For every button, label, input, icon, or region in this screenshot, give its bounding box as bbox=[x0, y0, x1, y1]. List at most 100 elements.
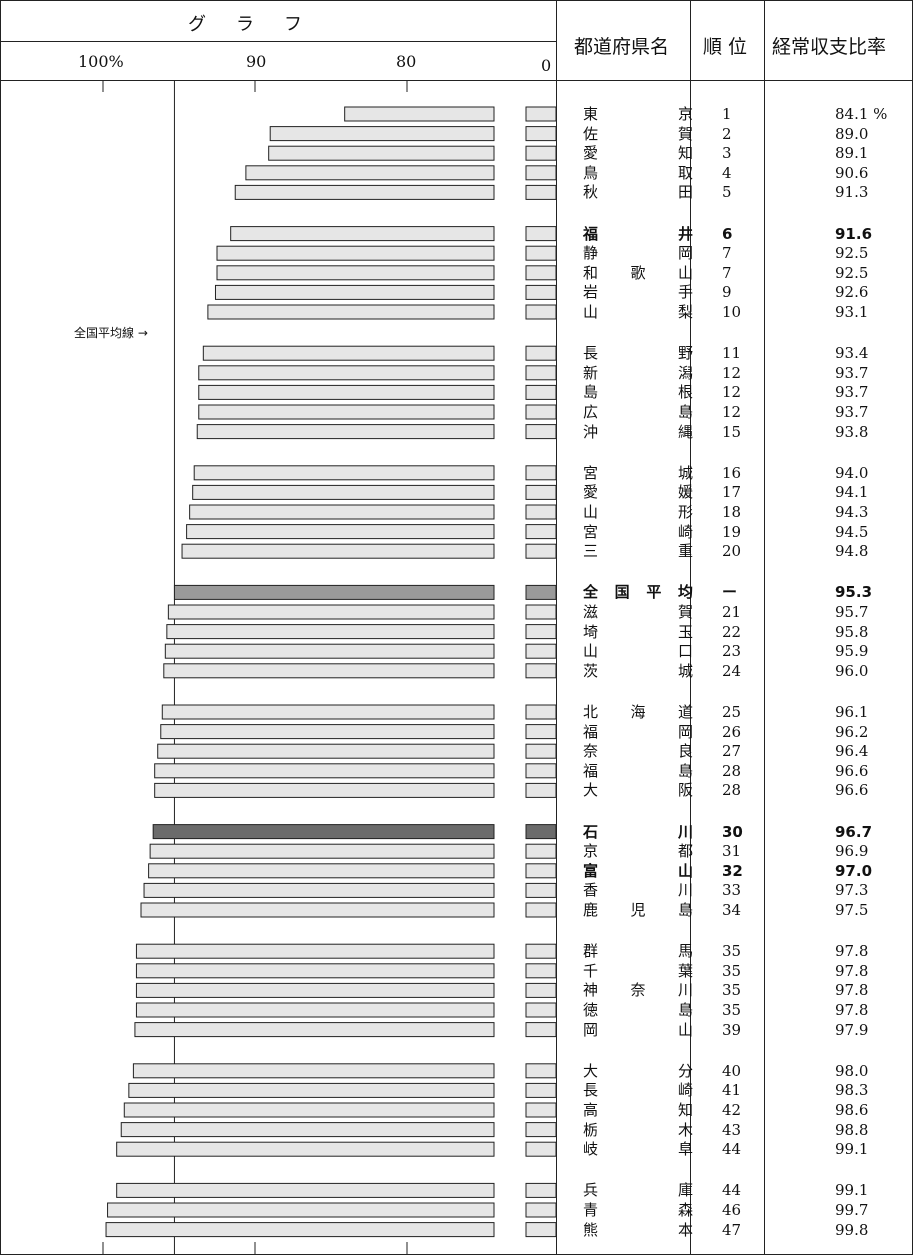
rank-value: 6 bbox=[722, 224, 733, 243]
bar bbox=[163, 663, 495, 679]
bar bbox=[149, 843, 495, 859]
bar-stub bbox=[525, 543, 557, 559]
rank-value: 27 bbox=[722, 742, 742, 761]
ratio-value: 98.8 bbox=[835, 1120, 869, 1139]
tick-label-80: 80 bbox=[396, 52, 417, 71]
rank-value: 21 bbox=[722, 603, 742, 621]
prefecture-name: 富山 bbox=[583, 861, 693, 880]
ratio-value: 89.1 bbox=[835, 144, 869, 163]
bar bbox=[135, 943, 495, 959]
ratio-value: 96.2 bbox=[835, 722, 869, 741]
bar-stub bbox=[525, 384, 557, 400]
ratio-value: 94.0 bbox=[835, 463, 869, 482]
bar bbox=[116, 1141, 495, 1157]
prefecture-name: 熊本 bbox=[583, 1220, 693, 1239]
rank-value: 47 bbox=[722, 1220, 742, 1239]
ratio-value: 95.9 bbox=[835, 642, 869, 661]
bar-stub bbox=[525, 145, 557, 161]
prefecture-name: 宮崎 bbox=[583, 522, 693, 541]
rank-value: 22 bbox=[722, 622, 742, 641]
bar bbox=[116, 1182, 495, 1198]
rank-value: 3 bbox=[722, 144, 732, 163]
ratio-value: 97.9 bbox=[835, 1020, 869, 1039]
ratio-value: 93.8 bbox=[835, 422, 869, 441]
rank-value: 7 bbox=[722, 263, 732, 282]
bar-stub bbox=[525, 782, 557, 798]
ratio-value: 96.1 bbox=[835, 703, 869, 721]
bar bbox=[143, 882, 495, 898]
bar-stub bbox=[525, 126, 557, 142]
prefecture-name: 佐賀 bbox=[583, 124, 693, 143]
ratio-value: 97.8 bbox=[835, 942, 869, 961]
ratio-value: 96.4 bbox=[835, 742, 869, 761]
bar bbox=[140, 902, 495, 918]
rank-value: 35 bbox=[722, 961, 742, 980]
column-header-rank: 順 位 bbox=[703, 36, 748, 58]
bar-stub bbox=[525, 106, 557, 122]
prefecture-name: 島根 bbox=[583, 383, 693, 402]
prefecture-name: 栃木 bbox=[583, 1120, 693, 1139]
bar-stub bbox=[525, 1102, 557, 1118]
prefecture-name: 岐阜 bbox=[583, 1140, 693, 1159]
bar-stub bbox=[525, 1182, 557, 1198]
ratio-value: 91.6 bbox=[835, 224, 873, 243]
rank-value: 10 bbox=[722, 303, 742, 321]
bar bbox=[148, 863, 495, 879]
bar bbox=[186, 524, 495, 540]
ratio-value: 96.0 bbox=[835, 661, 869, 680]
rank-value: ー bbox=[722, 583, 738, 602]
prefecture-name: 大阪 bbox=[583, 781, 693, 800]
bar-stub bbox=[525, 404, 557, 420]
ratio-value: 94.3 bbox=[835, 503, 869, 521]
bar bbox=[132, 1063, 495, 1079]
bar bbox=[216, 265, 495, 281]
bar-stub bbox=[525, 704, 557, 720]
prefecture-name: 京都 bbox=[583, 842, 693, 861]
prefecture-name: 鹿児島 bbox=[583, 901, 693, 919]
prefecture-name: 愛知 bbox=[583, 144, 693, 163]
prefecture-name: 長野 bbox=[583, 344, 693, 363]
prefecture-name: 埼玉 bbox=[583, 622, 693, 641]
prefecture-name: 福井 bbox=[583, 224, 693, 243]
tick-label-100: 100% bbox=[78, 52, 124, 71]
prefecture-name: 鳥取 bbox=[583, 163, 693, 182]
prefecture-name: 沖縄 bbox=[583, 422, 693, 441]
column-header-ratio: 経常収支比率 bbox=[772, 36, 887, 58]
rank-value: 12 bbox=[722, 403, 742, 421]
bar-stub bbox=[525, 484, 557, 500]
national-average-line-label: 全国平均線 → bbox=[74, 326, 148, 340]
rank-value: 26 bbox=[722, 722, 742, 741]
ratio-value: 94.8 bbox=[835, 542, 869, 561]
ratio-value: 93.7 bbox=[835, 363, 869, 382]
bar-stub bbox=[525, 882, 557, 898]
bar-stub bbox=[525, 1022, 557, 1038]
rank-value: 2 bbox=[722, 124, 732, 143]
ratio-value: 96.9 bbox=[835, 842, 869, 861]
ratio-value: 89.0 bbox=[835, 124, 869, 143]
ratio-value: 99.8 bbox=[835, 1220, 869, 1239]
ratio-value: 99.7 bbox=[835, 1201, 869, 1219]
bar-stub bbox=[525, 1202, 557, 1218]
prefecture-name: 福岡 bbox=[583, 722, 693, 741]
tick-label-0: 0 bbox=[541, 56, 552, 75]
rank-value: 16 bbox=[722, 463, 742, 482]
ratio-value: 91.3 bbox=[835, 183, 869, 202]
bar bbox=[245, 165, 495, 181]
bar-stub bbox=[525, 1063, 557, 1079]
rank-value: 35 bbox=[722, 1001, 742, 1019]
bar-stub bbox=[525, 902, 557, 918]
bar-stub bbox=[525, 226, 557, 242]
bar-stub bbox=[525, 1222, 557, 1238]
bar bbox=[135, 982, 495, 998]
prefecture-name: 大分 bbox=[583, 1061, 693, 1080]
prefecture-name: 新潟 bbox=[583, 363, 693, 382]
bar bbox=[135, 963, 495, 979]
prefecture-name: 長崎 bbox=[583, 1081, 693, 1100]
prefecture-name: 群馬 bbox=[583, 942, 693, 961]
rank-value: 46 bbox=[722, 1201, 742, 1219]
bar bbox=[128, 1082, 495, 1098]
bar-stub bbox=[525, 963, 557, 979]
rank-value: 12 bbox=[722, 363, 742, 382]
rank-value: 28 bbox=[722, 781, 742, 800]
